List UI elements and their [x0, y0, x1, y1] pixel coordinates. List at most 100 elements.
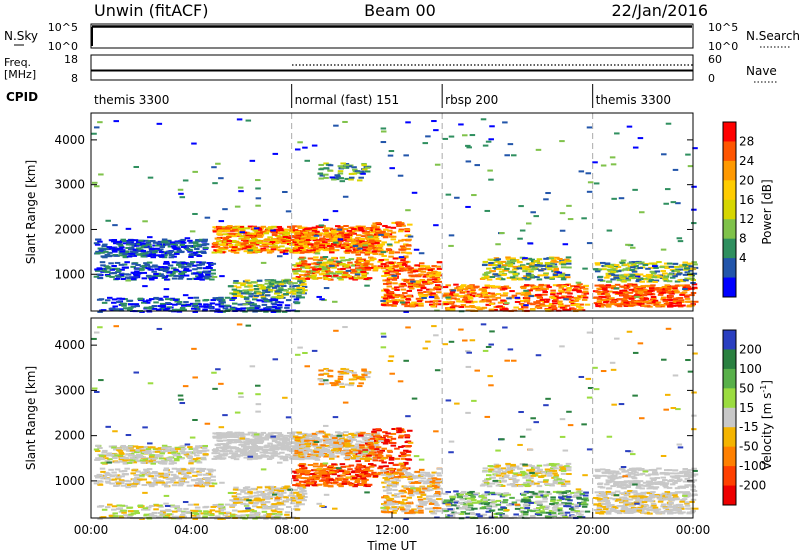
- power-cell: [381, 130, 387, 132]
- power-cell: [246, 120, 252, 122]
- power-cell: [246, 246, 252, 248]
- power-cell: [404, 305, 410, 307]
- power-cell: [639, 281, 645, 283]
- power-cell: [312, 277, 318, 279]
- power-cell: [611, 271, 617, 273]
- cpid-segment-label: themis 3300: [596, 93, 671, 107]
- power-cell: [463, 288, 469, 290]
- nsearch-label: N.Search: [746, 29, 800, 43]
- power-cell: [444, 293, 450, 295]
- power-cell: [131, 278, 137, 280]
- power-cell: [389, 150, 395, 152]
- power-cell: [344, 234, 350, 236]
- power-cell: [296, 225, 302, 227]
- power-cell: [366, 269, 372, 271]
- power-cell: [181, 305, 187, 307]
- power-cell: [512, 295, 518, 297]
- velocity-cell: [245, 433, 251, 435]
- power-cell: [398, 230, 404, 232]
- power-cell: [689, 294, 695, 296]
- velocity-cell: [153, 508, 159, 510]
- power-cell: [420, 265, 426, 267]
- power-cell: [358, 228, 364, 230]
- power-cell: [163, 263, 169, 265]
- power-cell: [576, 282, 582, 284]
- power-cell: [488, 262, 494, 264]
- power-cell: [679, 294, 685, 296]
- power-cell: [397, 263, 403, 265]
- power-cell: [159, 251, 165, 253]
- power-cell: [193, 252, 199, 254]
- power-cell: [676, 302, 682, 304]
- power-cell: [282, 191, 288, 193]
- power-cell: [193, 303, 199, 305]
- power-cell: [191, 143, 197, 145]
- power-cell: [435, 164, 441, 166]
- power-cell: [560, 230, 566, 232]
- power-cell: [340, 268, 346, 270]
- power-cell: [654, 288, 660, 290]
- power-cell: [180, 196, 186, 198]
- power-cell: [667, 299, 673, 301]
- velocity-cell: [97, 474, 103, 476]
- power-cell: [418, 303, 424, 305]
- power-cell: [165, 298, 171, 300]
- power-cell: [199, 279, 205, 281]
- power-cell: [399, 285, 405, 287]
- power-cell: [351, 228, 357, 230]
- power-cell: [551, 305, 557, 307]
- velocity-cell: [203, 510, 209, 512]
- power-cell: [525, 268, 531, 270]
- power-cell: [309, 232, 315, 234]
- power-cell: [233, 282, 239, 284]
- cpid-segment-label: rbsp 200: [445, 93, 498, 107]
- power-cell: [325, 227, 331, 229]
- power-cell: [149, 298, 155, 300]
- power-cell: [610, 268, 616, 270]
- power-cell: [178, 193, 184, 195]
- power-cell: [682, 288, 688, 290]
- velocity-cell: [181, 468, 187, 470]
- velocity-cell: [213, 450, 219, 452]
- velocity-cell: [181, 472, 187, 474]
- power-cell: [603, 301, 609, 303]
- velocity-cell: [232, 510, 238, 512]
- power-cell: [549, 277, 555, 279]
- velocity-cell: [106, 474, 112, 476]
- power-cell: [661, 153, 667, 155]
- power-cell: [652, 265, 658, 267]
- velocity-cell: [157, 512, 163, 514]
- power-cell: [560, 212, 566, 214]
- power-cell: [332, 231, 338, 233]
- power-cell: [513, 307, 519, 309]
- power-cell: [543, 274, 549, 276]
- velocity-cell: [193, 449, 199, 451]
- power-cell: [331, 257, 337, 259]
- power-cell: [391, 275, 397, 277]
- power-cell: [529, 265, 535, 267]
- power-cell: [252, 239, 258, 241]
- velocity-cell: [283, 442, 289, 444]
- velocity-cell: [209, 485, 215, 487]
- power-cell: [106, 255, 112, 257]
- power-cell: [432, 278, 438, 280]
- velocity-cell: [102, 509, 108, 511]
- power-cell: [630, 274, 636, 276]
- power-cell: [246, 292, 252, 294]
- velocity-cell: [131, 469, 137, 471]
- power-cell: [292, 277, 298, 279]
- power-cell: [638, 273, 644, 275]
- power-cell: [323, 177, 329, 179]
- power-cell: [100, 264, 106, 266]
- power-cell: [319, 298, 325, 300]
- power-cell: [172, 304, 178, 306]
- nave-tick-top: 60: [708, 53, 722, 66]
- power-cell: [385, 226, 391, 228]
- power-cell: [431, 120, 437, 122]
- nsky-tick-bottom: 10^0: [48, 40, 78, 53]
- power-cell: [550, 290, 556, 292]
- power-cell: [142, 285, 148, 287]
- power-cell: [558, 275, 564, 277]
- power-cell: [113, 120, 119, 122]
- power-cell: [533, 215, 539, 217]
